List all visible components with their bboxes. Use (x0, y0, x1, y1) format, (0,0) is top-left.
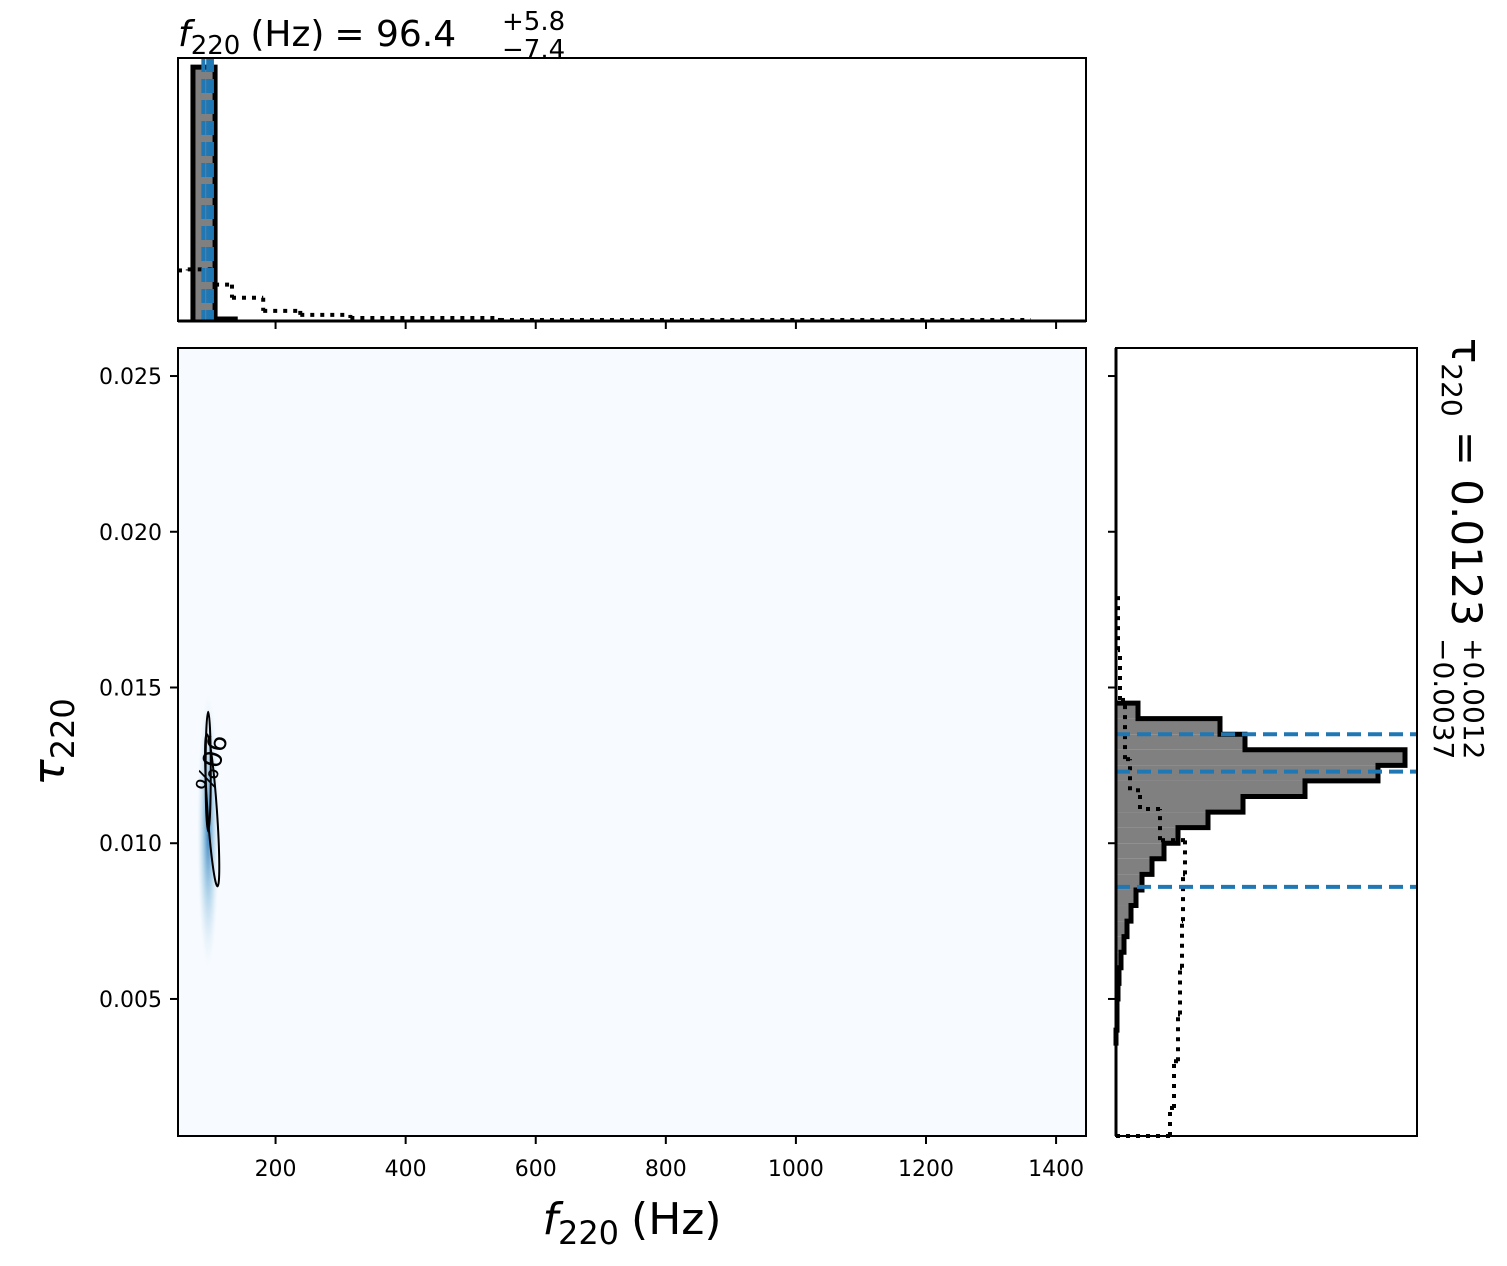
y-tick-label: 0.010 (99, 832, 162, 857)
right-title-minus: −0.0037 (1427, 638, 1460, 759)
posterior-bar (1116, 843, 1164, 859)
x-tick-label: 800 (645, 1157, 687, 1182)
top-title-plus: +5.8 (502, 7, 565, 37)
x-tick-label: 200 (255, 1157, 297, 1182)
density-background (178, 348, 1086, 1136)
posterior-outline (1113, 700, 1408, 1046)
posterior-bar (1116, 749, 1405, 766)
top-title: f220 (Hz) = 96.4 (178, 14, 456, 61)
posterior-bar (1116, 936, 1124, 953)
top-panel-frame (177, 57, 1087, 322)
x-axis-label: f220 (Hz) (542, 1194, 721, 1252)
posterior-bar (1116, 905, 1131, 922)
posterior-outline (190, 64, 238, 322)
posterior-bar (1116, 734, 1245, 750)
y-axis-label: τ220 (24, 698, 82, 786)
x-tick-label: 1200 (898, 1157, 954, 1182)
posterior-bar (1116, 858, 1152, 875)
y-tick-label: 0.015 (99, 676, 162, 701)
x-tick-label: 1000 (768, 1157, 824, 1182)
posterior-bar (1116, 921, 1127, 937)
x-tick-label: 400 (385, 1157, 427, 1182)
right-panel-frame (1115, 347, 1418, 1137)
posterior-bar (1116, 889, 1136, 906)
y-tick-label: 0.005 (99, 988, 162, 1013)
y-tick-label: 0.020 (99, 521, 162, 546)
x-tick-label: 1400 (1028, 1157, 1084, 1182)
y-tick-label: 0.025 (99, 365, 162, 390)
x-tick-label: 600 (515, 1157, 557, 1182)
top-title-minus: −7.4 (502, 35, 565, 65)
right-title-plus: +0.0012 (1457, 638, 1490, 759)
right-title: τ220= 0.0123 (1435, 338, 1491, 626)
main-panel-frame (177, 347, 1087, 1137)
posterior-bar (1116, 703, 1138, 719)
contour-50 (204, 710, 212, 833)
posterior-bar (1116, 718, 1220, 735)
posterior-bar (1116, 780, 1305, 797)
